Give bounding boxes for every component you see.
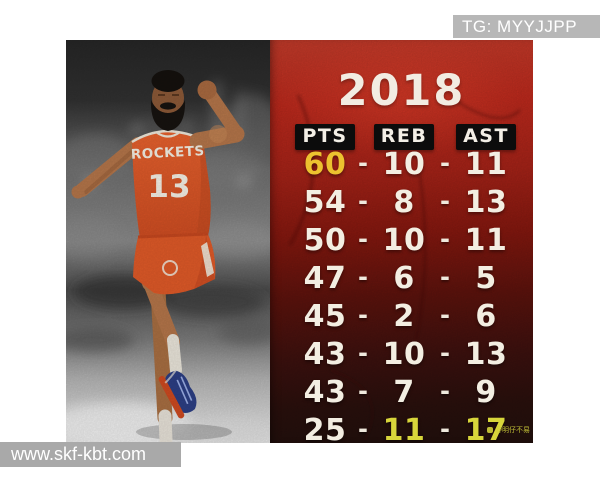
stat-value-reb: 8 bbox=[393, 185, 415, 220]
stats-poster: ROCKETS 13 2018 bbox=[66, 40, 533, 443]
stat-rows: 60 - 10 - 11 54 - 8 - 13 50 - 10 - 11 bbox=[270, 146, 533, 444]
stat-value-reb: 10 bbox=[382, 147, 426, 182]
column-header-ast: AST bbox=[456, 124, 516, 150]
stat-value-ast: 17 bbox=[464, 413, 508, 444]
dash-separator: - bbox=[358, 339, 368, 367]
dash-separator: - bbox=[440, 377, 450, 405]
artist-logo-icon bbox=[487, 427, 493, 433]
dash-separator: - bbox=[440, 339, 450, 367]
stat-value-reb: 7 bbox=[393, 375, 415, 410]
dash-separator: - bbox=[358, 263, 368, 291]
photo-grain-overlay bbox=[66, 40, 270, 443]
stat-row: 43 - 10 - 13 bbox=[270, 336, 533, 374]
stat-value-pts: 43 bbox=[303, 337, 347, 372]
column-header-pts: PTS bbox=[295, 124, 355, 150]
stat-value-ast: 13 bbox=[464, 185, 508, 220]
stat-row: 54 - 8 - 13 bbox=[270, 184, 533, 222]
player-photo-illustration: ROCKETS 13 bbox=[66, 40, 270, 443]
stat-value-reb: 10 bbox=[382, 337, 426, 372]
stat-value-pts: 47 bbox=[303, 261, 347, 296]
stats-header-row: PTS REB AST bbox=[270, 124, 533, 150]
dash-separator: - bbox=[440, 415, 450, 443]
stat-value-pts: 54 bbox=[303, 185, 347, 220]
stat-row: 25 - 11 - 17 bbox=[270, 412, 533, 444]
dash-separator: - bbox=[358, 187, 368, 215]
player-photo: ROCKETS 13 bbox=[66, 40, 270, 443]
stat-value-reb: 6 bbox=[393, 261, 415, 296]
stat-value-reb: 11 bbox=[382, 413, 426, 444]
dash-separator: - bbox=[440, 149, 450, 177]
website-watermark: www.skf-kbt.com bbox=[0, 442, 181, 467]
stats-panel: 2018 PTS REB AST 60 - 10 - 11 54 - 8 - 1… bbox=[270, 40, 533, 443]
dash-separator: - bbox=[440, 263, 450, 291]
stat-value-ast: 13 bbox=[464, 337, 508, 372]
stat-row: 47 - 6 - 5 bbox=[270, 260, 533, 298]
stat-value-pts: 43 bbox=[303, 375, 347, 410]
stat-row: 50 - 10 - 11 bbox=[270, 222, 533, 260]
stat-value-reb: 2 bbox=[393, 299, 415, 334]
year-title: 2018 bbox=[337, 66, 466, 116]
stat-value-pts: 45 bbox=[303, 299, 347, 334]
stat-value-ast: 6 bbox=[475, 299, 497, 334]
dash-separator: - bbox=[358, 225, 368, 253]
stat-value-pts: 25 bbox=[303, 413, 347, 444]
artist-watermark: @明仔不易 bbox=[487, 426, 530, 434]
telegram-watermark: TG: MYYJJPP bbox=[453, 15, 600, 38]
stat-value-reb: 10 bbox=[382, 223, 426, 258]
dash-separator: - bbox=[440, 225, 450, 253]
dash-separator: - bbox=[440, 187, 450, 215]
stat-value-pts: 50 bbox=[303, 223, 347, 258]
stat-value-ast: 11 bbox=[464, 147, 508, 182]
stat-value-ast: 9 bbox=[475, 375, 497, 410]
dash-separator: - bbox=[358, 377, 368, 405]
stat-value-ast: 11 bbox=[464, 223, 508, 258]
dash-separator: - bbox=[358, 301, 368, 329]
stat-row: 60 - 10 - 11 bbox=[270, 146, 533, 184]
dash-separator: - bbox=[440, 301, 450, 329]
stat-value-ast: 5 bbox=[475, 261, 497, 296]
column-header-reb: REB bbox=[373, 124, 435, 150]
stat-value-pts: 60 bbox=[303, 147, 347, 182]
stat-row: 43 - 7 - 9 bbox=[270, 374, 533, 412]
artist-handle: @明仔不易 bbox=[495, 426, 530, 434]
dash-separator: - bbox=[358, 149, 368, 177]
dash-separator: - bbox=[358, 415, 368, 443]
stat-row: 45 - 2 - 6 bbox=[270, 298, 533, 336]
